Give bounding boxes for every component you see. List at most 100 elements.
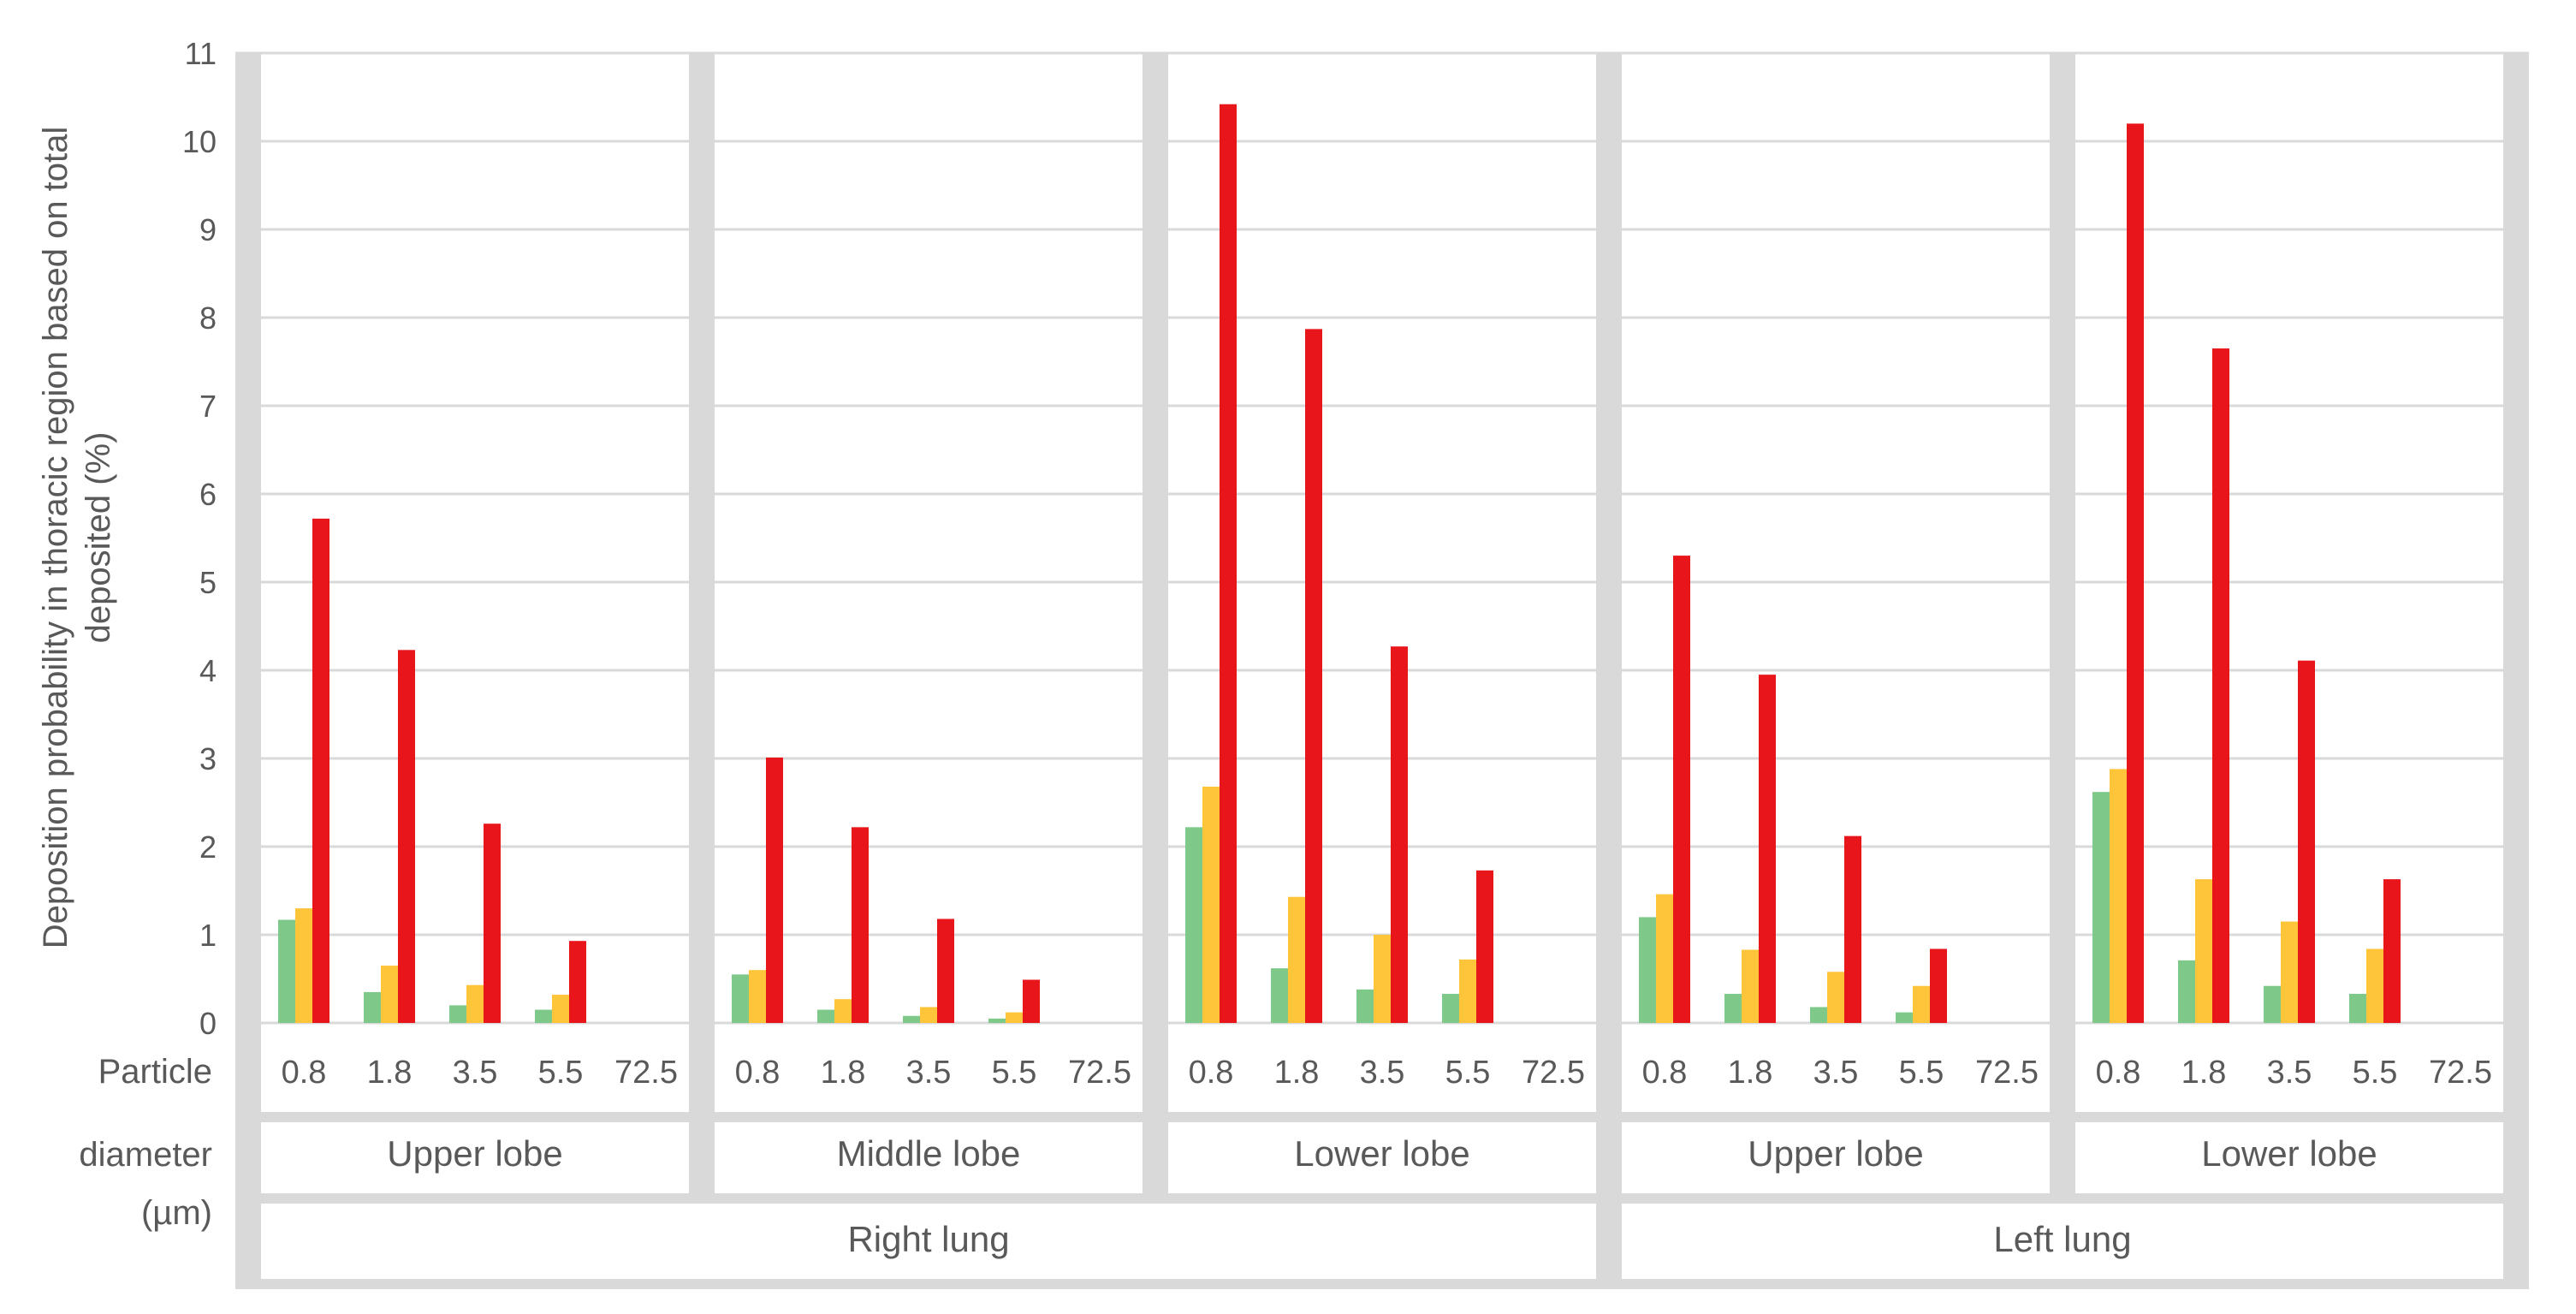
bar <box>364 991 381 1023</box>
bar <box>2212 348 2229 1023</box>
bar <box>278 919 295 1023</box>
lobe-label: Lower lobe <box>1294 1133 1469 1174</box>
x-axis-title-line: diameter <box>79 1136 212 1174</box>
bar <box>1391 646 1408 1023</box>
bar <box>1724 994 1742 1023</box>
lung-label: Left lung <box>1993 1219 2131 1259</box>
bar <box>569 941 586 1023</box>
group-separator <box>235 53 261 1284</box>
bar <box>552 995 569 1023</box>
x-tick-label: 3.5 <box>906 1055 952 1091</box>
bar <box>1288 896 1305 1023</box>
lobe-label: Middle lobe <box>837 1133 1021 1174</box>
x-tick-label: 72.5 <box>2429 1055 2492 1091</box>
y-tick-label: 1 <box>199 918 217 953</box>
group-separators <box>235 53 2529 1289</box>
y-tick-label: 5 <box>199 565 217 600</box>
group-separator <box>2050 53 2075 1284</box>
x-axis-title-line: (µm) <box>141 1194 212 1232</box>
y-tick-label: 2 <box>199 829 217 865</box>
x-tick-label: 72.5 <box>1068 1055 1131 1091</box>
bar <box>535 1009 552 1023</box>
x-axis: 0.8 1.8 3.5 5.5 72.5 Upper lobe 0.8 1.8 3.5 5.5 72… <box>79 1053 2492 1259</box>
x-tick-label: 3.5 <box>453 1055 498 1091</box>
bars <box>278 104 2401 1024</box>
lung-label: Right lung <box>847 1219 1009 1259</box>
bar <box>449 1005 466 1023</box>
bar <box>1930 948 1947 1023</box>
y-tick-label: 9 <box>199 212 217 247</box>
bar <box>1202 786 1220 1023</box>
bar <box>2264 985 2281 1023</box>
bar <box>2195 879 2212 1023</box>
bar <box>381 966 398 1023</box>
x-tick-label: 3.5 <box>2267 1055 2312 1091</box>
bar <box>2092 792 2110 1023</box>
group-separator <box>1143 53 1168 1284</box>
y-axis-title-line: Deposition probability in thoracic regio… <box>37 127 74 949</box>
x-tick-label: 5.5 <box>1445 1055 1491 1091</box>
y-tick-label: 4 <box>199 653 217 688</box>
x-tick-label: 5.5 <box>992 1055 1037 1091</box>
bar <box>834 999 852 1023</box>
bar <box>1006 1012 1023 1023</box>
bar <box>1656 894 1673 1023</box>
bar <box>1374 935 1391 1023</box>
lobe-label: Upper lobe <box>387 1133 562 1174</box>
y-tick-label: 7 <box>199 389 217 424</box>
y-tick-label: 0 <box>199 1006 217 1041</box>
x-tick-label: 1.8 <box>1274 1055 1320 1091</box>
bar <box>1305 329 1322 1023</box>
x-tick-label: 5.5 <box>1899 1055 1944 1091</box>
y-axis: 0 1 2 3 4 5 6 7 8 9 10 11 <box>182 36 217 1041</box>
bar <box>2178 960 2195 1023</box>
x-tick-label: 1.8 <box>1728 1055 1773 1091</box>
bottom-border <box>235 1279 2529 1289</box>
group-separator <box>1596 53 1622 1284</box>
bar <box>1896 1012 1913 1023</box>
x-tick-label: 1.8 <box>2181 1055 2227 1091</box>
bar <box>1913 985 1930 1023</box>
bar <box>1220 104 1237 1024</box>
group-separator <box>2503 53 2529 1284</box>
y-axis-title: Deposition probability in thoracic regio… <box>37 127 117 949</box>
x-tick-label: 72.5 <box>1522 1055 1585 1091</box>
bar <box>484 823 501 1023</box>
x-tick-label: 0.8 <box>2096 1055 2141 1091</box>
y-tick-label: 3 <box>199 741 217 776</box>
bar <box>732 974 749 1023</box>
x-tick-label: 0.8 <box>1642 1055 1688 1091</box>
lobe-row-divider <box>235 1193 2529 1204</box>
x-tick-label: 0.8 <box>282 1055 327 1091</box>
bar <box>2383 879 2401 1023</box>
bar <box>1476 870 1493 1023</box>
category-row-divider <box>235 1112 2529 1122</box>
x-tick-label: 5.5 <box>2353 1055 2398 1091</box>
bar <box>1185 827 1202 1023</box>
bar <box>817 1009 834 1023</box>
bar <box>2127 123 2144 1023</box>
bar <box>1673 556 1690 1023</box>
y-tick-label: 10 <box>182 124 217 159</box>
bar <box>295 908 312 1023</box>
y-tick-label: 6 <box>199 477 217 512</box>
bar <box>1356 989 1374 1023</box>
bar <box>1742 949 1759 1023</box>
bar <box>1639 917 1656 1023</box>
x-tick-label: 0.8 <box>735 1055 781 1091</box>
y-tick-label: 11 <box>185 36 217 71</box>
bar <box>2366 948 2383 1023</box>
bar <box>749 970 766 1023</box>
x-tick-label: 1.8 <box>821 1055 866 1091</box>
lung-cell-bg <box>261 1204 1596 1279</box>
bar <box>312 518 329 1023</box>
group-separator <box>689 53 715 1284</box>
bar <box>988 1018 1006 1023</box>
bar <box>937 919 954 1023</box>
x-axis-title-line: Particle <box>98 1053 212 1091</box>
x-tick-label: 1.8 <box>367 1055 413 1091</box>
lung-cell-bg <box>1622 1204 2503 1279</box>
x-tick-label: 5.5 <box>538 1055 584 1091</box>
bar <box>852 827 869 1023</box>
bar <box>2298 660 2315 1023</box>
